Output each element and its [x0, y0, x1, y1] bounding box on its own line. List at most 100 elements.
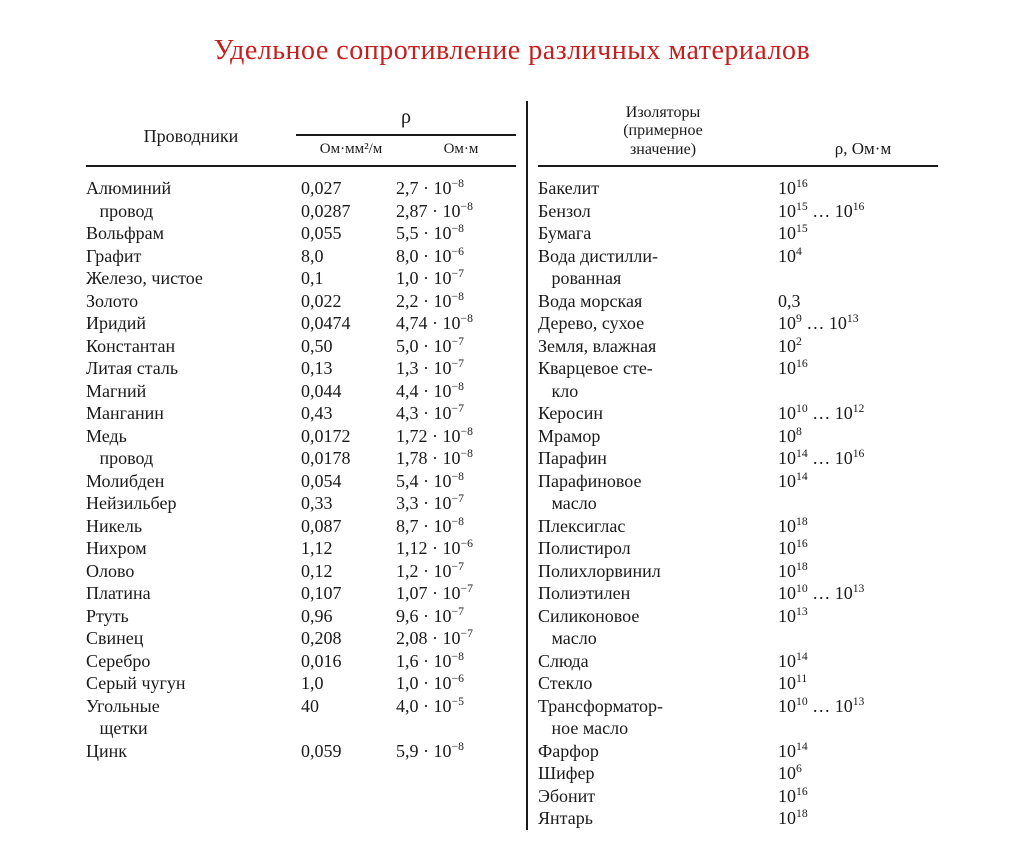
table-row: масло	[538, 627, 938, 650]
rho-value: 109 … 1013	[778, 312, 938, 335]
rho-value-mm: 0,13	[301, 357, 396, 380]
table-row: Полистирол1016	[538, 537, 938, 560]
material-name: Трансформатор-	[538, 695, 778, 718]
rho-value: 1014	[778, 740, 938, 763]
table-row: Серый чугун1,01,0 · 10−6	[86, 672, 516, 695]
insulators-rho-label: ρ, Ом·м	[788, 138, 938, 159]
table-row: щетки	[86, 717, 516, 740]
material-name: Олово	[86, 560, 301, 583]
table-row: провод0,02872,87 · 10−8	[86, 200, 516, 223]
material-name: Медь	[86, 425, 301, 448]
rho-value-mm: 0,016	[301, 650, 396, 673]
rho-value-mm: 0,054	[301, 470, 396, 493]
table-row: ное масло	[538, 717, 938, 740]
table-row: Керосин1010 … 1012	[538, 402, 938, 425]
table-row: Парафиновое1014	[538, 470, 938, 493]
material-name: Плексиглас	[538, 515, 778, 538]
material-name: Парафин	[538, 447, 778, 470]
material-name: Шифер	[538, 762, 778, 785]
material-name: Ртуть	[86, 605, 301, 628]
rho-value-mm: 0,0172	[301, 425, 396, 448]
rho-value-m: 1,78 · 10−8	[396, 447, 516, 470]
table-row: рованная	[538, 267, 938, 290]
material-name: Графит	[86, 245, 301, 268]
material-name: Фарфор	[538, 740, 778, 763]
rho-value-mm: 0,059	[301, 740, 396, 763]
table-row: провод0,01781,78 · 10−8	[86, 447, 516, 470]
table-wrapper: Проводники ρ Ом·мм²/м Ом·м Алюминий0,027…	[60, 95, 964, 830]
rho-value-m: 2,08 · 10−7	[396, 627, 516, 650]
rho-value-mm: 0,0474	[301, 312, 396, 335]
material-name: Парафиновое	[538, 470, 778, 493]
conductors-rows: Алюминий0,0272,7 · 10−8 провод0,02872,87…	[86, 177, 516, 762]
rho-value-m: 2,87 · 10−8	[396, 200, 516, 223]
material-name: Бакелит	[538, 177, 778, 200]
table-row: Серебро0,0161,6 · 10−8	[86, 650, 516, 673]
table-row: масло	[538, 492, 938, 515]
material-name: Золото	[86, 290, 301, 313]
rho-value-m: 1,12 · 10−6	[396, 537, 516, 560]
rho-value-mm: 0,107	[301, 582, 396, 605]
table-row: Манганин0,434,3 · 10−7	[86, 402, 516, 425]
material-name: Угольные	[86, 695, 301, 718]
insulators-column: Изоляторы(примерноезначение) ρ, Ом·м Бак…	[528, 95, 948, 830]
material-name: Нейзильбер	[86, 492, 301, 515]
rho-value-m: 1,2 · 10−7	[396, 560, 516, 583]
material-name: ное масло	[538, 717, 778, 740]
material-name: Литая сталь	[86, 357, 301, 380]
conductors-header-label: Проводники	[86, 125, 296, 160]
table-row: Вода дистилли-104	[538, 245, 938, 268]
rho-value-m: 8,7 · 10−8	[396, 515, 516, 538]
table-row: Бензол1015 … 1016	[538, 200, 938, 223]
rho-value-m: 3,3 · 10−7	[396, 492, 516, 515]
rho-value-mm: 1,12	[301, 537, 396, 560]
material-name: Серый чугун	[86, 672, 301, 695]
rho-symbol: ρ	[296, 105, 516, 136]
material-name: Полистирол	[538, 537, 778, 560]
table-row: Цинк0,0595,9 · 10−8	[86, 740, 516, 763]
conductors-header: Проводники ρ Ом·мм²/м Ом·м	[86, 95, 516, 167]
material-name: Кварцевое сте-	[538, 357, 778, 380]
rho-value-m: 1,72 · 10−8	[396, 425, 516, 448]
table-row: Олово0,121,2 · 10−7	[86, 560, 516, 583]
material-name: провод	[86, 200, 301, 223]
rho-value-m: 4,74 · 10−8	[396, 312, 516, 335]
material-name: Свинец	[86, 627, 301, 650]
rho-value-m: 4,3 · 10−7	[396, 402, 516, 425]
material-name: Полиэтилен	[538, 582, 778, 605]
material-name: Магний	[86, 380, 301, 403]
rho-value: 1014 … 1016	[778, 447, 938, 470]
rho-value: 1018	[778, 807, 938, 830]
rho-value: 1015	[778, 222, 938, 245]
page: Удельное сопротивление различных материа…	[0, 0, 1024, 850]
rho-value-mm: 1,0	[301, 672, 396, 695]
material-name: Нихром	[86, 537, 301, 560]
table-row: Молибден0,0545,4 · 10−8	[86, 470, 516, 493]
rho-value: 1011	[778, 672, 938, 695]
material-name: Вода морская	[538, 290, 778, 313]
table-row: Вольфрам0,0555,5 · 10−8	[86, 222, 516, 245]
rho-value-m: 8,0 · 10−6	[396, 245, 516, 268]
insulators-header: Изоляторы(примерноезначение) ρ, Ом·м	[538, 95, 938, 167]
material-name: Манганин	[86, 402, 301, 425]
table-row: Мрамор108	[538, 425, 938, 448]
material-name: Платина	[86, 582, 301, 605]
rho-header-block: ρ Ом·мм²/м Ом·м	[296, 105, 516, 159]
rho-units: Ом·мм²/м Ом·м	[296, 140, 516, 159]
material-name: Серебро	[86, 650, 301, 673]
rho-value-mm: 0,43	[301, 402, 396, 425]
material-name: Керосин	[538, 402, 778, 425]
table-row: Плексиглас1018	[538, 515, 938, 538]
rho-value-mm: 0,055	[301, 222, 396, 245]
table-row: Угольные404,0 · 10−5	[86, 695, 516, 718]
rho-value-m: 4,0 · 10−5	[396, 695, 516, 718]
table-row: Ртуть0,969,6 · 10−7	[86, 605, 516, 628]
rho-value-m: 1,0 · 10−6	[396, 672, 516, 695]
material-name: Бумага	[538, 222, 778, 245]
table-row: Эбонит1016	[538, 785, 938, 808]
table-row: Нихром1,121,12 · 10−6	[86, 537, 516, 560]
table-row: Свинец0,2082,08 · 10−7	[86, 627, 516, 650]
table-row: Янтарь1018	[538, 807, 938, 830]
rho-value: 1014	[778, 470, 938, 493]
rho-value-m: 2,7 · 10−8	[396, 177, 516, 200]
